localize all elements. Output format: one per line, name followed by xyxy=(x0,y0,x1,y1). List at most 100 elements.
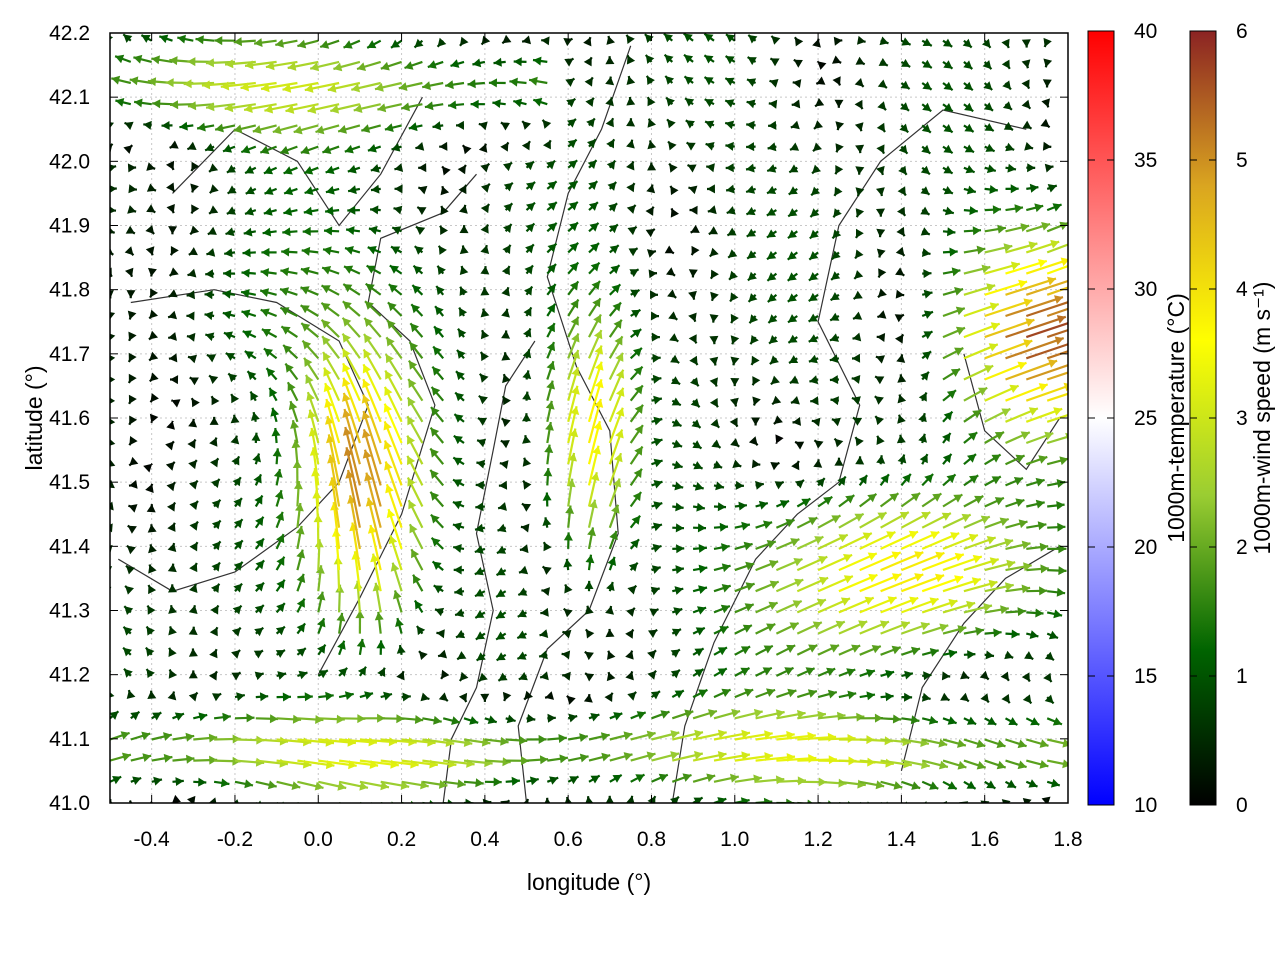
wind-arrow xyxy=(189,479,199,490)
wind-arrow xyxy=(984,224,1007,234)
wind-arrow xyxy=(605,56,615,65)
wind-arrow xyxy=(984,475,1002,487)
wind-arrow xyxy=(855,456,865,465)
wind-arrow xyxy=(1046,221,1068,233)
wind-arrow xyxy=(984,407,1011,423)
wind-arrow xyxy=(755,500,769,510)
wind-arrow xyxy=(859,620,890,635)
wind-arrow xyxy=(303,206,319,216)
wind-arrow xyxy=(307,409,320,444)
wind-arrow xyxy=(564,583,573,594)
wind-arrow xyxy=(713,646,728,656)
wind-arrow xyxy=(342,300,361,317)
wind-arrow xyxy=(208,797,217,803)
wind-arrow xyxy=(670,669,681,679)
wind-arrow xyxy=(458,671,469,682)
wind-arrow xyxy=(500,439,510,449)
wind-arrow xyxy=(900,473,912,487)
wind-arrow xyxy=(255,581,265,592)
wind-arrow xyxy=(689,355,699,366)
wind-arrow xyxy=(880,669,895,679)
wind-arrow xyxy=(517,587,528,596)
wind-arrow xyxy=(453,413,465,423)
wind-arrow xyxy=(243,227,257,237)
wind-arrow xyxy=(110,333,116,341)
wind-arrow xyxy=(110,501,114,511)
wind-arrow xyxy=(524,285,534,296)
wind-arrow xyxy=(338,780,369,791)
colorbar-tick-label: 2 xyxy=(1236,536,1248,559)
wind-arrow xyxy=(422,800,434,803)
wind-arrow xyxy=(110,81,111,83)
wind-arrow xyxy=(1005,738,1027,749)
wind-arrow xyxy=(165,461,176,471)
wind-arrow xyxy=(421,81,444,91)
wind-arrow xyxy=(900,492,921,508)
wind-arrow xyxy=(110,206,117,214)
wind-arrow xyxy=(463,737,491,747)
wind-arrow xyxy=(585,796,594,803)
wind-arrow xyxy=(1047,587,1066,597)
wind-arrow xyxy=(770,375,780,386)
wind-arrow xyxy=(223,331,236,340)
wind-arrow xyxy=(167,522,176,532)
wind-arrow xyxy=(546,263,557,275)
wind-arrow xyxy=(855,56,866,66)
wind-arrow xyxy=(187,101,215,111)
wind-arrow xyxy=(342,283,361,296)
wind-arrow xyxy=(796,576,829,593)
wind-arrow xyxy=(709,247,719,258)
wind-arrow xyxy=(817,644,840,656)
wind-arrow xyxy=(145,668,155,679)
wind-arrow xyxy=(1041,98,1050,108)
wind-arrow xyxy=(532,97,548,107)
wind-arrow xyxy=(500,141,510,152)
wind-arrow xyxy=(253,649,264,659)
wind-arrow xyxy=(942,81,954,91)
wind-arrow xyxy=(394,184,403,194)
wind-arrow xyxy=(187,268,197,278)
wind-arrow xyxy=(766,250,778,261)
wind-arrow xyxy=(766,185,777,195)
wind-arrow xyxy=(567,452,577,486)
wind-arrow xyxy=(210,604,220,615)
wind-arrow xyxy=(222,289,236,299)
wind-arrow xyxy=(546,180,558,190)
wind-arrow xyxy=(1046,717,1063,726)
wind-arrow xyxy=(817,597,851,614)
wind-arrow xyxy=(251,432,261,444)
wind-arrow xyxy=(609,244,620,254)
wind-arrow xyxy=(982,38,992,49)
wind-arrow xyxy=(365,497,382,550)
wind-arrow xyxy=(500,121,511,131)
wind-arrow xyxy=(567,159,578,169)
wind-arrow xyxy=(128,415,138,426)
wind-arrow xyxy=(984,185,998,194)
wind-arrow xyxy=(284,362,299,381)
x-tick-label: -0.4 xyxy=(134,828,171,851)
wind-arrow xyxy=(755,709,785,720)
wind-arrow xyxy=(408,341,424,359)
wind-arrow xyxy=(859,511,888,529)
wind-arrow xyxy=(921,144,932,155)
wind-arrow xyxy=(630,773,646,783)
wind-arrow xyxy=(979,670,990,681)
wind-arrow xyxy=(172,777,184,786)
wind-arrow xyxy=(115,98,132,107)
wind-arrow xyxy=(664,75,675,85)
wind-arrow xyxy=(797,799,813,803)
wind-arrow xyxy=(692,796,704,803)
wind-arrow xyxy=(226,206,236,215)
wind-arrow xyxy=(629,515,641,529)
wind-arrow xyxy=(542,517,552,528)
wind-arrow xyxy=(410,548,424,571)
wind-arrow xyxy=(454,608,465,618)
wind-arrow xyxy=(588,752,611,762)
wind-arrow xyxy=(385,336,403,359)
wind-arrow xyxy=(963,226,982,236)
wind-arrow xyxy=(211,561,221,572)
y-tick-label: 41.7 xyxy=(49,343,90,366)
wind-arrow xyxy=(434,305,445,317)
wind-arrow xyxy=(177,34,194,44)
wind-arrow xyxy=(169,140,179,149)
